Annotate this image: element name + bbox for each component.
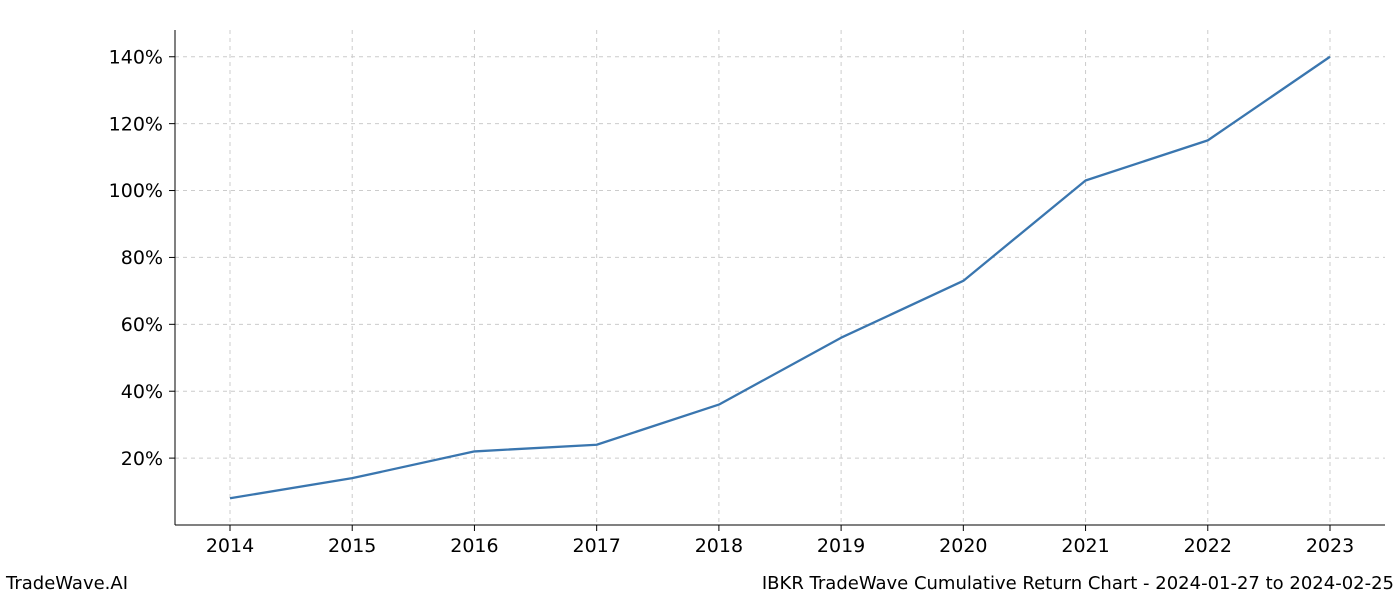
x-tick-label: 2017 <box>572 535 620 557</box>
y-tick-label: 40% <box>121 381 163 403</box>
x-tick-label: 2019 <box>817 535 865 557</box>
y-tick-label: 80% <box>121 247 163 269</box>
chart-container: 2014 2015 2016 2017 2018 2019 2020 2021 2022 2023… <box>0 0 1400 600</box>
footer-left-text: TradeWave.AI <box>6 573 128 594</box>
x-tick-label: 2014 <box>206 535 254 557</box>
line-chart: 2014 2015 2016 2017 2018 2019 2020 2021 2022 2023… <box>0 0 1400 600</box>
x-tick-label: 2016 <box>450 535 498 557</box>
y-tick-label: 60% <box>121 314 163 336</box>
x-tick-label: 2020 <box>939 535 987 557</box>
x-tick-label: 2022 <box>1184 535 1232 557</box>
y-tick-label: 100% <box>109 180 163 202</box>
x-tick-label: 2015 <box>328 535 376 557</box>
y-tick-label: 120% <box>109 113 163 135</box>
y-tick-label: 20% <box>121 448 163 470</box>
y-tick-label: 140% <box>109 46 163 68</box>
x-tick-label: 2021 <box>1061 535 1109 557</box>
x-tick-label: 2018 <box>695 535 743 557</box>
footer-right-text: IBKR TradeWave Cumulative Return Chart -… <box>762 573 1394 594</box>
x-tick-label: 2023 <box>1306 535 1354 557</box>
